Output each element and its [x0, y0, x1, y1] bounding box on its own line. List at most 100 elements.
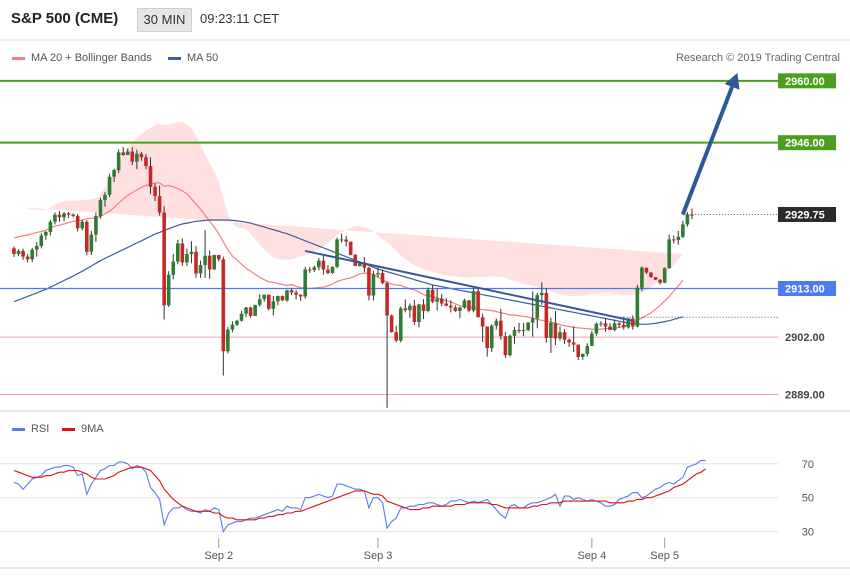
candle: [408, 303, 412, 318]
candle-body: [62, 213, 66, 218]
projection-arrow-head: [724, 72, 740, 90]
candle-body: [562, 332, 567, 340]
candle: [12, 246, 16, 258]
candle: [517, 322, 521, 334]
candle: [512, 326, 517, 344]
candle-body: [280, 296, 285, 301]
candle: [62, 212, 66, 222]
candle: [385, 281, 389, 408]
candle-body: [362, 262, 367, 268]
candle: [467, 299, 471, 313]
candle-body: [203, 255, 207, 266]
candle-body: [80, 221, 85, 229]
candle-body: [344, 239, 348, 242]
candle-body: [394, 332, 398, 341]
candle: [635, 284, 640, 328]
candle-body: [412, 305, 417, 323]
candle-body: [467, 300, 471, 311]
candle: [553, 311, 558, 346]
rsi-panel: 30 50 70: [0, 459, 814, 539]
rsi-line: [13, 459, 706, 534]
candle: [98, 197, 103, 219]
candle-body: [480, 317, 485, 327]
candle: [585, 343, 590, 357]
candle: [25, 254, 30, 263]
candle: [94, 212, 98, 243]
price-tag-bg: [778, 206, 836, 222]
candle: [458, 306, 462, 319]
candle: [116, 149, 121, 174]
candle: [430, 285, 435, 304]
candle-body: [662, 268, 667, 283]
candle-body: [621, 324, 626, 328]
candle: [344, 235, 348, 247]
candle: [508, 334, 512, 357]
candle-body: [34, 246, 39, 250]
candle: [567, 338, 571, 347]
candle: [253, 304, 257, 316]
price-tag-bg: [778, 280, 836, 296]
candle-body: [166, 274, 171, 306]
candle-body: [25, 256, 30, 260]
candle-body: [144, 157, 148, 167]
candle-body: [398, 308, 403, 341]
candle: [676, 231, 681, 245]
candle: [335, 237, 339, 269]
price-tag-label: 2889.00: [785, 390, 825, 402]
candle: [453, 305, 458, 312]
candle: [380, 269, 385, 285]
candle: [212, 254, 216, 270]
rsi-tick-label: 30: [802, 527, 814, 539]
candle-body: [330, 266, 335, 274]
candle-body: [257, 299, 262, 305]
candle-body: [608, 326, 612, 331]
candle: [367, 266, 371, 301]
ma20-line: [13, 182, 684, 331]
candle: [189, 241, 194, 264]
instrument-title: S&P 500 (CME): [11, 10, 119, 27]
candle-body: [207, 255, 212, 270]
candle-body: [435, 298, 439, 302]
candle-body: [567, 339, 571, 343]
timeframe-selector[interactable]: 30 MIN: [137, 8, 192, 32]
candle-body: [430, 289, 435, 302]
copyright-notice: Research © 2019 Trading Central: [675, 52, 840, 64]
candle-body: [530, 318, 535, 323]
candle-body: [244, 307, 248, 314]
candle-body: [153, 186, 157, 197]
price-tag-resistance: 2960.00: [778, 73, 836, 89]
bollinger-band: [14, 122, 683, 297]
candle: [230, 321, 235, 333]
candle-body: [439, 298, 444, 304]
ma50-line: [13, 219, 684, 325]
candle-body: [94, 216, 98, 235]
candle-body: [267, 294, 271, 309]
candle: [640, 266, 644, 292]
candle-body: [358, 262, 362, 266]
candle: [207, 250, 212, 279]
candle-body: [576, 344, 580, 357]
candle: [198, 260, 203, 278]
candle-body: [640, 267, 644, 288]
candle: [216, 254, 221, 262]
candle-body: [449, 305, 453, 308]
rsi-tick-label: 50: [802, 493, 814, 505]
candle: [662, 267, 667, 284]
candle: [494, 318, 499, 330]
candle-body: [644, 267, 649, 273]
candle-body: [571, 342, 576, 345]
candle-body: [89, 234, 94, 252]
candle-body: [690, 214, 694, 216]
candle: [658, 279, 662, 285]
candle: [439, 293, 444, 307]
ma20-swatch: [12, 56, 25, 60]
candle: [326, 265, 330, 275]
candle-body: [12, 248, 16, 255]
candle: [257, 294, 262, 307]
candle-body: [408, 305, 412, 311]
candle-body: [526, 322, 530, 331]
candle: [521, 322, 526, 337]
candle: [171, 254, 176, 280]
candle: [339, 233, 344, 243]
